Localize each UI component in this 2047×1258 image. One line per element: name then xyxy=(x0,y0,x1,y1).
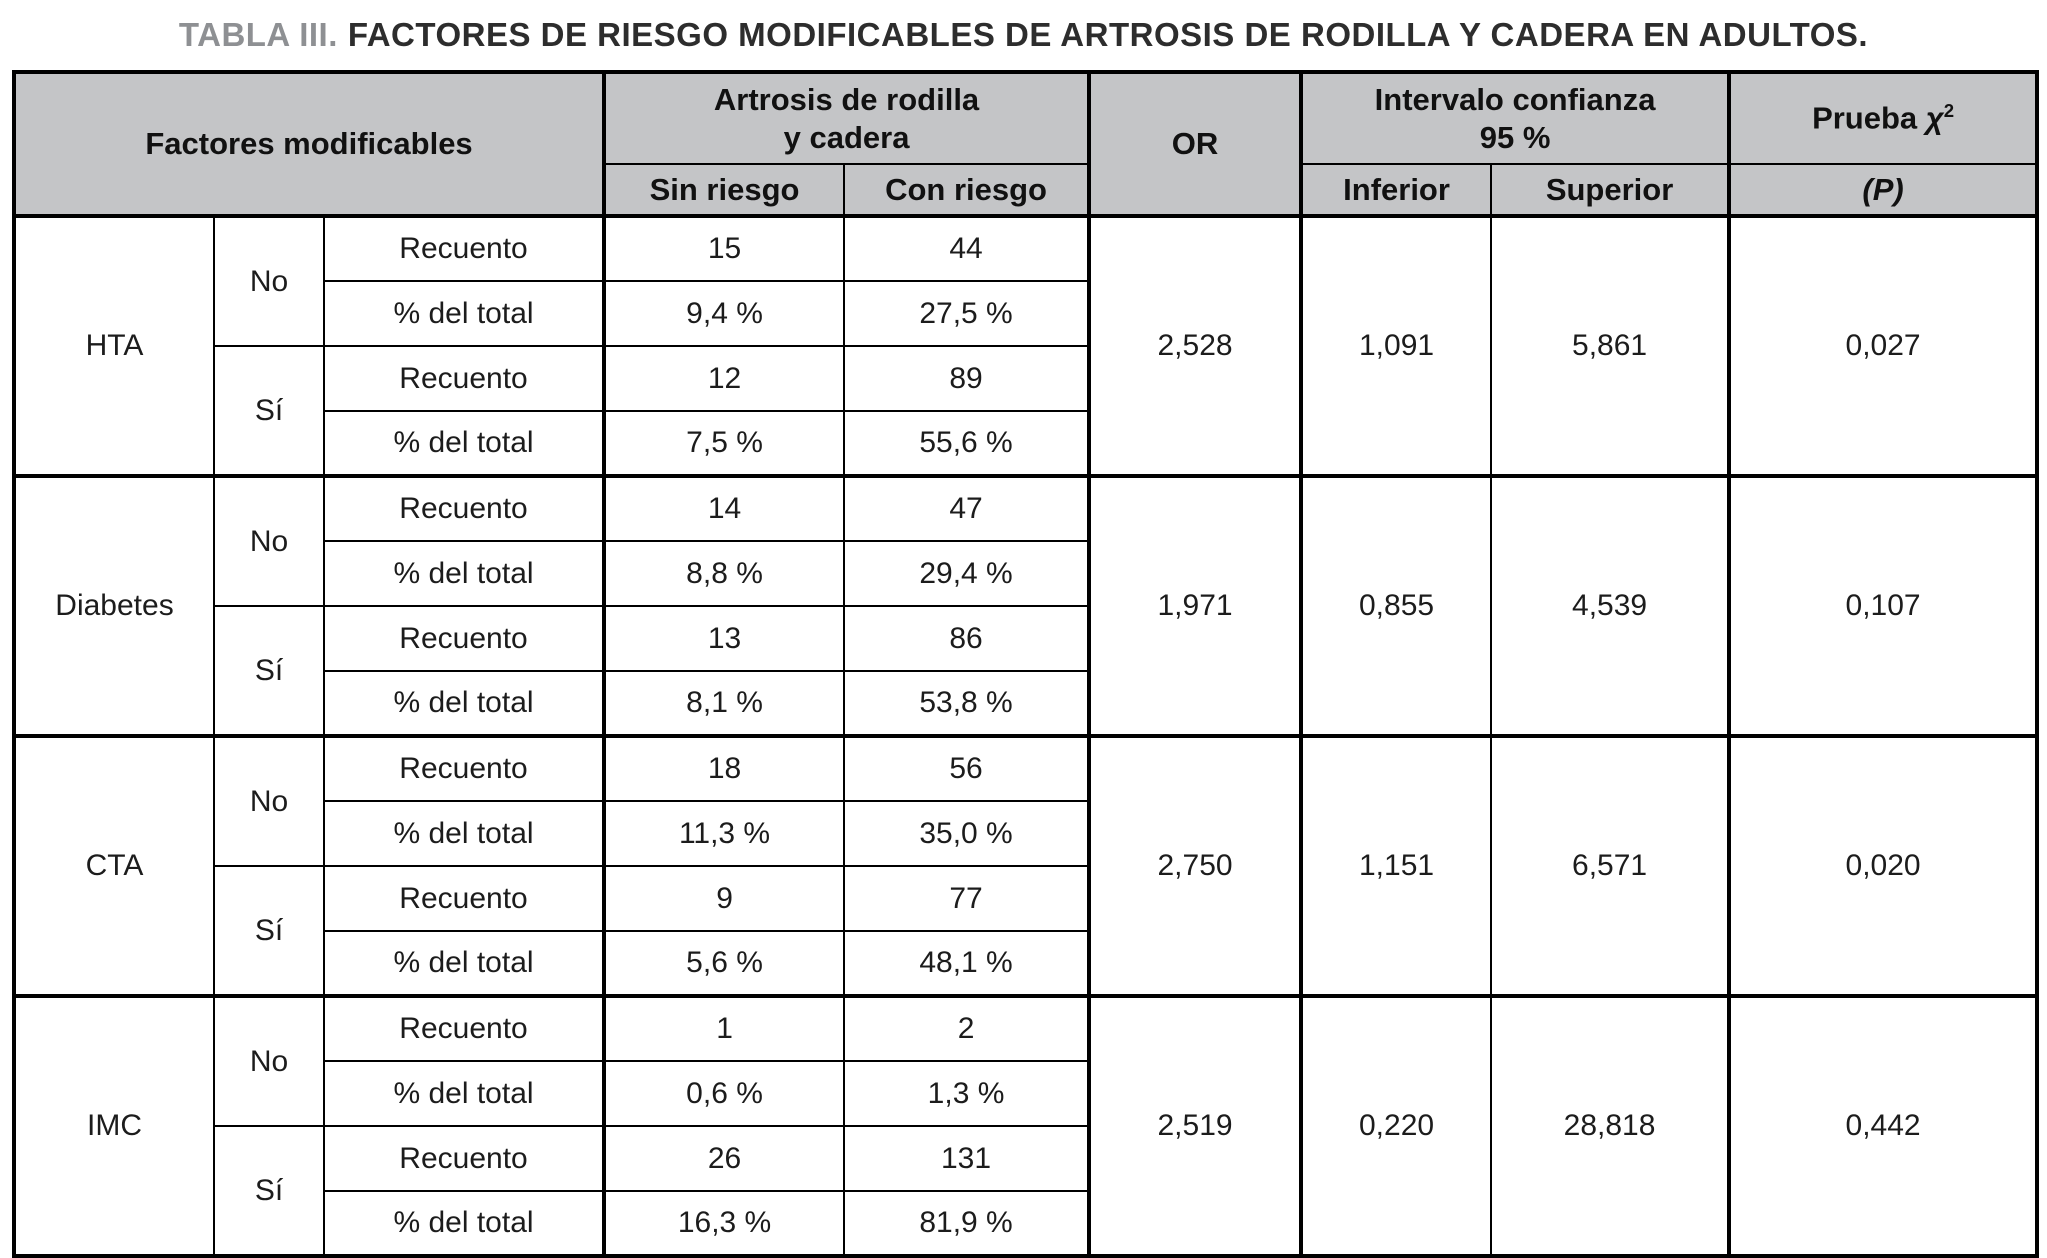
value-cell: 2 xyxy=(843,994,1091,1062)
value-cell: 1 xyxy=(602,994,846,1062)
factor-name-cell: HTA xyxy=(13,214,215,477)
no-label-cell: No xyxy=(213,214,325,347)
p-value-cell: 0,442 xyxy=(1727,994,2039,1257)
value-cell: 0,6 % xyxy=(602,1060,846,1127)
pct-label-cell: % del total xyxy=(322,1190,606,1257)
chi-symbol: χ xyxy=(1925,100,1944,136)
value-cell: 5,6 % xyxy=(602,930,846,997)
ci-inferior-cell: 0,855 xyxy=(1299,474,1493,737)
table-title-text: FACTORES DE RIESGO MODIFICABLES DE ARTRO… xyxy=(347,16,1869,53)
factor-name-cell: CTA xyxy=(13,734,215,997)
ci-superior-cell: 6,571 xyxy=(1490,734,1731,997)
p-value-cell: 0,020 xyxy=(1727,734,2039,997)
p-value-cell: 0,027 xyxy=(1727,214,2039,477)
value-cell: 27,5 % xyxy=(843,280,1091,347)
or-value-cell: 2,750 xyxy=(1087,734,1303,997)
no-label-cell: No xyxy=(213,734,325,867)
p-value-cell: 0,107 xyxy=(1727,474,2039,737)
recuento-label-cell: Recuento xyxy=(322,994,606,1062)
value-cell: 26 xyxy=(602,1125,846,1192)
pct-label-cell: % del total xyxy=(322,540,606,607)
value-cell: 131 xyxy=(843,1125,1091,1192)
value-cell: 15 xyxy=(602,214,846,282)
value-cell: 47 xyxy=(843,474,1091,542)
value-cell: 8,8 % xyxy=(602,540,846,607)
recuento-label-cell: Recuento xyxy=(322,605,606,672)
value-cell: 53,8 % xyxy=(843,670,1091,737)
value-cell: 11,3 % xyxy=(602,800,846,867)
header-intervalo-confianza: Intervalo confianza 95 % xyxy=(1299,71,1731,165)
ci-superior-cell: 5,861 xyxy=(1490,214,1731,477)
no-label-cell: No xyxy=(213,994,325,1127)
value-cell: 81,9 % xyxy=(843,1190,1091,1257)
ci-superior-cell: 4,539 xyxy=(1490,474,1731,737)
pct-label-cell: % del total xyxy=(322,280,606,347)
value-cell: 9,4 % xyxy=(602,280,846,347)
recuento-label-cell: Recuento xyxy=(322,345,606,412)
recuento-label-cell: Recuento xyxy=(322,734,606,802)
value-cell: 77 xyxy=(843,865,1091,932)
recuento-label-cell: Recuento xyxy=(322,214,606,282)
value-cell: 18 xyxy=(602,734,846,802)
value-cell: 8,1 % xyxy=(602,670,846,737)
header-p: (P) xyxy=(1727,163,2039,217)
ci-inferior-cell: 1,151 xyxy=(1299,734,1493,997)
recuento-label-cell: Recuento xyxy=(322,474,606,542)
recuento-label-cell: Recuento xyxy=(322,865,606,932)
value-cell: 56 xyxy=(843,734,1091,802)
value-cell: 44 xyxy=(843,214,1091,282)
value-cell: 1,3 % xyxy=(843,1060,1091,1127)
ci-superior-cell: 28,818 xyxy=(1490,994,1731,1257)
factor-name-cell: Diabetes xyxy=(13,474,215,737)
pct-label-cell: % del total xyxy=(322,800,606,867)
or-value-cell: 1,971 xyxy=(1087,474,1303,737)
header-artrosis: Artrosis de rodilla y cadera xyxy=(602,71,1091,165)
table-title-tag: TABLA III. xyxy=(178,16,338,53)
or-value-cell: 2,528 xyxy=(1087,214,1303,477)
value-cell: 48,1 % xyxy=(843,930,1091,997)
or-value-cell: 2,519 xyxy=(1087,994,1303,1257)
risk-factors-table: Factores modificables Artrosis de rodill… xyxy=(12,70,2040,1258)
header-superior: Superior xyxy=(1490,163,1731,217)
pct-label-cell: % del total xyxy=(322,1060,606,1127)
header-factores-modificables: Factores modificables xyxy=(12,71,606,217)
table-title: TABLA III. FACTORES DE RIESGO MODIFICABLE… xyxy=(12,16,2035,54)
value-cell: 12 xyxy=(602,345,846,412)
chi-exponent: 2 xyxy=(1943,100,1955,122)
recuento-label-cell: Recuento xyxy=(322,1125,606,1192)
prueba-label: Prueba xyxy=(1812,100,1918,136)
value-cell: 14 xyxy=(602,474,846,542)
value-cell: 16,3 % xyxy=(602,1190,846,1257)
value-cell: 89 xyxy=(843,345,1091,412)
value-cell: 13 xyxy=(602,605,846,672)
header-sin-riesgo: Sin riesgo xyxy=(602,163,846,217)
ci-inferior-cell: 0,220 xyxy=(1299,994,1493,1257)
value-cell: 55,6 % xyxy=(843,410,1091,477)
header-inferior: Inferior xyxy=(1299,163,1493,217)
value-cell: 35,0 % xyxy=(843,800,1091,867)
value-cell: 86 xyxy=(843,605,1091,672)
value-cell: 9 xyxy=(602,865,846,932)
si-label-cell: Sí xyxy=(213,1125,325,1257)
factor-name-cell: IMC xyxy=(13,994,215,1257)
header-con-riesgo: Con riesgo xyxy=(843,163,1091,217)
pct-label-cell: % del total xyxy=(322,930,606,997)
ci-inferior-cell: 1,091 xyxy=(1299,214,1493,477)
no-label-cell: No xyxy=(213,474,325,607)
si-label-cell: Sí xyxy=(213,605,325,737)
si-label-cell: Sí xyxy=(213,345,325,477)
header-prueba-chi2: Prueba χ2 xyxy=(1727,71,2039,165)
value-cell: 7,5 % xyxy=(602,410,846,477)
si-label-cell: Sí xyxy=(213,865,325,997)
pct-label-cell: % del total xyxy=(322,670,606,737)
pct-label-cell: % del total xyxy=(322,410,606,477)
header-or: OR xyxy=(1087,71,1303,217)
value-cell: 29,4 % xyxy=(843,540,1091,607)
